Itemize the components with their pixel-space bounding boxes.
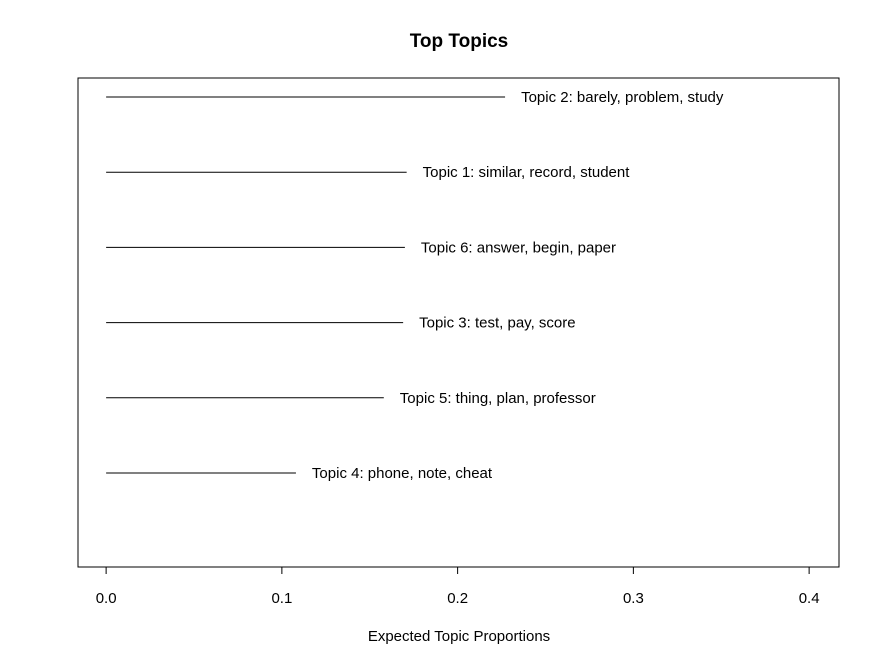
x-tick-label: 0.4 xyxy=(799,590,820,607)
x-tick-label: 0.0 xyxy=(96,590,117,607)
topic-label: Topic 3: test, pay, score xyxy=(419,315,575,332)
topic-label: Topic 1: similar, record, student xyxy=(423,164,631,181)
x-tick-label: 0.1 xyxy=(271,590,292,607)
topic-label: Topic 6: answer, begin, paper xyxy=(421,239,616,256)
topic-label: Topic 2: barely, problem, study xyxy=(521,89,724,106)
x-tick-label: 0.2 xyxy=(447,590,468,607)
topic-label: Topic 4: phone, note, cheat xyxy=(312,465,493,482)
x-axis-label: Expected Topic Proportions xyxy=(368,628,550,645)
plot-marks: Topic 2: barely, problem, study Topic 1: … xyxy=(106,89,724,482)
x-axis: 0.0 0.1 0.2 0.3 0.4 xyxy=(96,566,820,607)
x-tick-label: 0.3 xyxy=(623,590,644,607)
chart-title: Top Topics xyxy=(410,31,509,52)
topic-label: Topic 5: thing, plan, professor xyxy=(400,390,596,407)
